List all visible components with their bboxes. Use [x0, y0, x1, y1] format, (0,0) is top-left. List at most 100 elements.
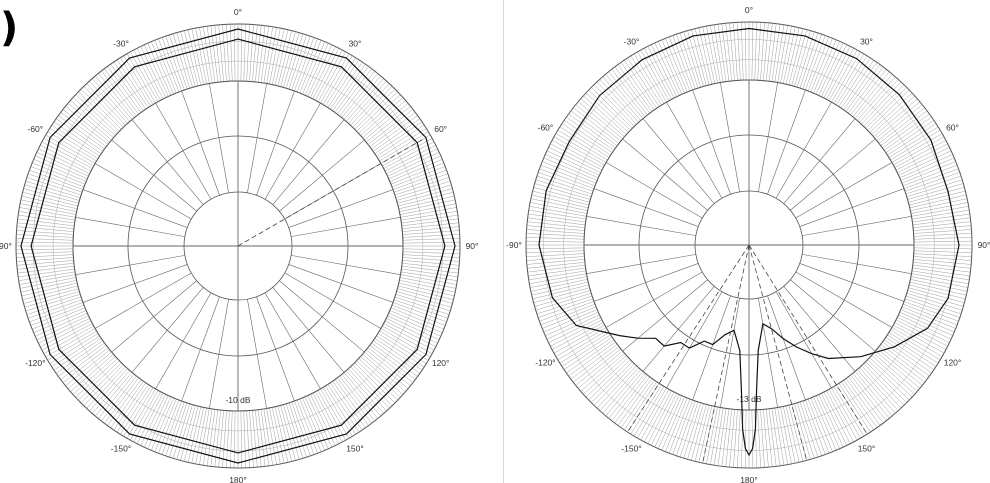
band-tick — [257, 409, 266, 467]
band-tick — [591, 361, 633, 403]
band-tick — [788, 28, 804, 85]
band-tick — [396, 291, 452, 308]
grid-spoke — [586, 254, 696, 274]
band-tick — [897, 147, 950, 173]
band-tick — [397, 188, 453, 204]
band-tick — [899, 154, 953, 179]
band-tick — [733, 409, 738, 468]
band-tick — [644, 390, 672, 442]
band-tick — [530, 279, 588, 292]
band-tick — [337, 68, 372, 115]
center-db-label: -10 dB — [225, 395, 250, 405]
band-tick — [885, 120, 934, 153]
grid-spoke — [291, 217, 401, 237]
band-tick — [398, 285, 454, 300]
band-tick — [377, 333, 427, 364]
band-tick — [805, 399, 826, 455]
band-tick — [269, 28, 281, 85]
panel-divider — [503, 0, 504, 483]
band-tick — [725, 23, 732, 81]
band-tick — [230, 410, 233, 468]
band-tick — [70, 354, 114, 392]
band-tick — [172, 33, 190, 89]
grid-spoke — [605, 162, 703, 219]
band-circle — [543, 39, 955, 451]
band-tick — [249, 24, 254, 82]
series-dashed-line — [748, 244, 868, 435]
band-tick — [43, 138, 94, 167]
band-tick — [22, 192, 78, 207]
grid-spoke — [288, 189, 394, 228]
band-tick — [352, 86, 393, 128]
band-tick — [529, 273, 587, 284]
band-tick — [857, 369, 896, 414]
band-tick — [654, 394, 680, 448]
band-tick — [274, 29, 289, 86]
band-tick — [400, 271, 458, 281]
band-tick — [591, 87, 633, 129]
band-tick — [18, 271, 76, 281]
band-tick — [312, 392, 339, 444]
band-tick — [16, 251, 74, 254]
band-tick — [852, 373, 890, 419]
band-tick — [526, 247, 585, 250]
band-tick — [143, 44, 169, 97]
band-tick — [16, 238, 74, 241]
band-tick — [891, 133, 943, 163]
band-tick — [526, 225, 585, 231]
band-tick — [863, 84, 905, 127]
band-tick — [140, 394, 166, 446]
band-tick — [529, 206, 587, 217]
band-tick — [43, 325, 94, 354]
band-tick — [911, 209, 970, 220]
band-tick — [539, 301, 595, 322]
band-tick — [854, 74, 893, 119]
band-tick — [580, 353, 625, 392]
band-tick — [911, 206, 969, 217]
band-tick — [611, 69, 648, 116]
band-tick — [751, 409, 754, 468]
band-tick — [249, 410, 254, 468]
band-tick — [633, 386, 665, 437]
band-tick — [721, 23, 730, 82]
band-tick — [902, 164, 958, 187]
band-tick — [865, 87, 907, 129]
band-tick — [818, 42, 844, 96]
band-tick — [47, 330, 97, 361]
band-tick — [760, 409, 765, 468]
panel-label: ) — [0, 5, 19, 51]
band-tick — [533, 187, 590, 203]
grid-spoke — [264, 292, 321, 390]
grid-spoke — [75, 217, 185, 237]
grid-spoke — [775, 101, 832, 199]
band-tick — [908, 287, 965, 303]
band-tick — [911, 270, 970, 281]
band-tick — [536, 295, 593, 315]
band-tick — [394, 296, 450, 315]
band-tick — [815, 395, 840, 449]
band-tick — [691, 29, 707, 86]
grid-spoke — [181, 296, 220, 402]
band-tick — [364, 103, 409, 141]
grid-spoke — [692, 295, 731, 401]
band-tick — [310, 394, 336, 446]
band-tick — [187, 406, 202, 463]
band-tick — [552, 140, 604, 168]
band-tick — [546, 150, 600, 176]
band-tick — [676, 34, 696, 90]
band-tick — [913, 233, 972, 237]
band-tick — [894, 140, 946, 168]
band-tick — [29, 169, 84, 190]
angle-label: 0° — [234, 7, 242, 17]
band-tick — [83, 86, 124, 128]
band-tick — [661, 396, 685, 451]
band-tick — [315, 391, 343, 443]
band-tick — [263, 26, 273, 84]
band-tick — [280, 405, 296, 461]
band-tick — [101, 70, 137, 117]
band-tick — [780, 26, 792, 84]
band-tick — [578, 101, 623, 140]
band-tick — [86, 366, 126, 409]
band-tick — [195, 28, 207, 85]
band-tick — [729, 22, 735, 81]
